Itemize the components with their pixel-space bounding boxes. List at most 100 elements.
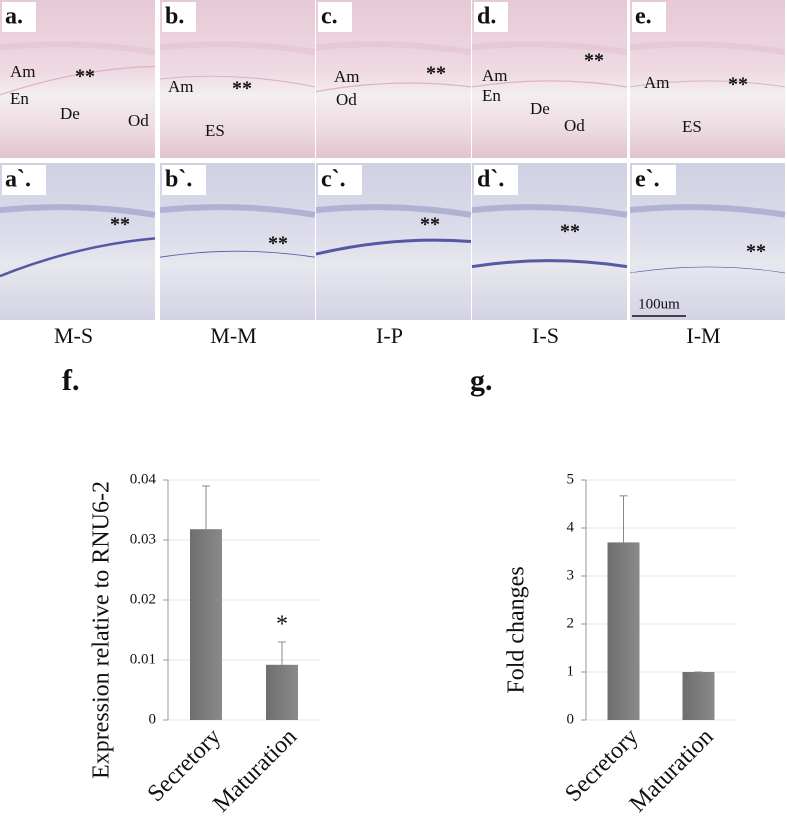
tissue-band — [471, 259, 628, 269]
tissue-band — [159, 41, 316, 56]
column-label: M-M — [210, 323, 256, 348]
panel-letter-box — [474, 2, 508, 32]
y-tick-label: 5 — [567, 471, 575, 487]
panel-letter: b. — [165, 4, 184, 30]
tissue-label: En — [482, 86, 501, 105]
panel-letter: c. — [321, 4, 338, 30]
panel-letter: d`. — [477, 167, 504, 193]
panel-letter: g. — [470, 364, 493, 397]
micrograph-panel: a`. ** — [0, 163, 156, 320]
bar — [682, 672, 715, 720]
tissue-label: Am — [482, 66, 508, 85]
panel-letter-box — [162, 165, 206, 195]
panel-letter-box — [318, 2, 352, 32]
y-tick-label: 0.02 — [130, 591, 156, 607]
panel-letter-box — [318, 165, 362, 195]
micrograph-panel: d`. ** — [471, 163, 628, 320]
micrograph-panel: b. Am ** ES — [159, 0, 316, 158]
tissue-label: ES — [682, 117, 702, 136]
y-tick-label: 0.03 — [130, 531, 156, 547]
significance-mark: ** — [110, 214, 130, 236]
tissue-label: Od — [336, 90, 357, 109]
tissue-label: Am — [168, 77, 194, 96]
tissue-band — [471, 41, 628, 56]
y-axis-label: Expression relative to RNU6-2 — [89, 481, 115, 779]
panel-letter-box — [2, 2, 36, 32]
panel-letter: d. — [477, 4, 496, 30]
panel-letter: e`. — [635, 167, 660, 193]
panel-letter: a. — [5, 4, 23, 30]
y-tick-label: 4 — [567, 519, 575, 535]
significance-mark: * — [276, 612, 288, 638]
y-tick-label: 0 — [149, 711, 157, 727]
micrograph-panel: b`. ** — [159, 163, 316, 320]
tissue-band — [0, 204, 156, 218]
tissue-label: Od — [564, 116, 585, 135]
column-label: I-M — [686, 323, 720, 348]
tissue-label: De — [60, 104, 80, 123]
bar-chart: 00.010.020.030.04SecretoryMaturation*f.E… — [62, 364, 320, 818]
significance-mark: ** — [584, 50, 604, 72]
tissue-band — [159, 250, 316, 258]
tissue-band — [0, 41, 156, 56]
panel-letter-box — [632, 165, 676, 195]
y-tick-label: 0.01 — [130, 651, 156, 667]
scale-bar-label: 100um — [638, 296, 680, 312]
panel-letter: c`. — [321, 167, 346, 193]
tissue-label: Am — [334, 67, 360, 86]
tissue-label: Am — [644, 73, 670, 92]
significance-mark: ** — [420, 214, 440, 236]
tissue-label: Od — [128, 111, 149, 130]
bar — [607, 542, 640, 720]
significance-mark: ** — [75, 66, 95, 88]
tissue-label: Am — [10, 62, 36, 81]
significance-mark: ** — [232, 78, 252, 100]
tissue-band — [629, 266, 786, 274]
y-tick-label: 3 — [567, 567, 575, 583]
tissue-band — [315, 238, 472, 256]
panel-letter-box — [2, 165, 46, 195]
y-tick-label: 1 — [567, 663, 575, 679]
panel-letter-box — [162, 2, 196, 32]
tissue-band — [471, 80, 628, 88]
tissue-band — [0, 65, 156, 96]
significance-mark: ** — [560, 221, 580, 243]
column-label: I-P — [376, 323, 403, 348]
tissue-band — [315, 204, 472, 218]
tissue-label: De — [530, 99, 550, 118]
tissue-band — [0, 237, 156, 278]
column-label: M-S — [54, 323, 93, 348]
tissue-label: En — [10, 89, 29, 108]
tissue-band — [159, 204, 316, 218]
tissue-band — [315, 41, 472, 56]
bar — [266, 664, 298, 720]
charts: 00.010.020.030.04SecretoryMaturation*f.E… — [62, 364, 736, 818]
y-axis-label: Fold changes — [504, 566, 530, 693]
panel-letter-box — [632, 2, 666, 32]
tissue-band — [629, 41, 786, 56]
significance-mark: ** — [728, 74, 748, 96]
significance-mark: ** — [746, 241, 766, 263]
panel-letter-box — [474, 165, 518, 195]
panel-letter: e. — [635, 4, 652, 30]
y-tick-label: 0 — [567, 711, 575, 727]
x-tick-label: Maturation — [208, 724, 302, 818]
micrograph-panel: c. Am ** Od — [315, 0, 472, 158]
y-tick-label: 2 — [567, 615, 575, 631]
significance-mark: ** — [426, 63, 446, 85]
y-tick-label: 0.04 — [130, 471, 157, 487]
panel-letter: a`. — [5, 167, 31, 193]
micrograph-panel: e. Am ** ES — [629, 0, 786, 158]
tissue-band — [471, 204, 628, 218]
tissue-band — [629, 204, 786, 218]
tissue-band — [159, 75, 316, 88]
panel-letter: b`. — [165, 167, 192, 193]
micrograph-panel: c`. ** — [315, 163, 472, 320]
column-label: I-S — [532, 323, 559, 348]
significance-mark: ** — [268, 233, 288, 255]
panel-letter: f. — [62, 364, 80, 397]
tissue-band — [315, 82, 472, 93]
